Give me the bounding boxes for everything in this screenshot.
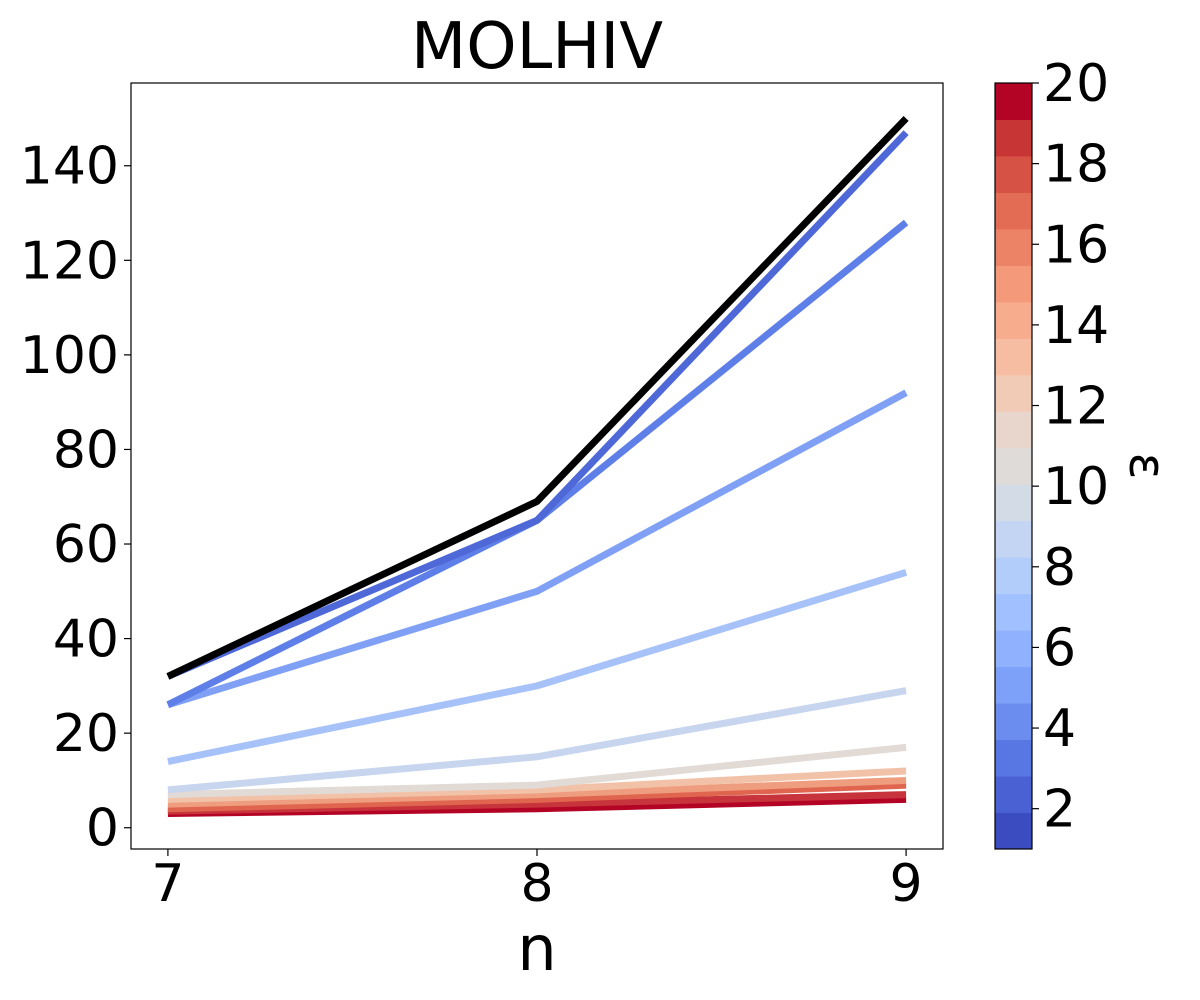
- colorbar-tick-label: 18: [1043, 135, 1109, 195]
- colorbar-segment: [995, 83, 1032, 120]
- colorbar-segment: [995, 411, 1032, 449]
- y-tick-label: 140: [20, 137, 119, 197]
- series-line: [167, 776, 907, 808]
- colorbar-tick-label: 14: [1043, 296, 1109, 356]
- series-line: [167, 781, 907, 813]
- x-axis: 7 8 9: [151, 849, 923, 914]
- colorbar-segment: [995, 447, 1032, 485]
- colorbar-segment: [995, 593, 1032, 631]
- colorbar-segment: [995, 666, 1032, 704]
- colorbar-segment: [995, 301, 1032, 339]
- colorbar-segment: [995, 338, 1032, 376]
- colorbar-frame: [994, 82, 1033, 850]
- colorbar-segment: [995, 484, 1032, 522]
- y-tick-label: 0: [86, 799, 119, 859]
- colorbar-tick-label: 4: [1043, 699, 1076, 759]
- series-line: [167, 767, 907, 803]
- plot-frame: [130, 82, 944, 850]
- series-line: [166, 116, 909, 680]
- y-tick-label: 80: [53, 420, 119, 480]
- series-line: [167, 687, 907, 794]
- series-line: [167, 743, 907, 799]
- colorbar-segment: [995, 192, 1032, 230]
- colorbar-label: ε: [1118, 452, 1176, 479]
- colorbar-segment: [995, 265, 1032, 303]
- colorbar-tick-label: 8: [1043, 538, 1076, 598]
- colorbar-segment: [995, 374, 1032, 412]
- colorbar: 2 4 6 8 10 12 14 16 18 20: [994, 54, 1109, 850]
- colorbar-tick-label: 16: [1043, 215, 1109, 275]
- colorbar-segment: [995, 776, 1032, 814]
- series-line: [166, 389, 908, 709]
- colorbar-tick-label: 2: [1043, 780, 1076, 840]
- y-tick-label: 100: [20, 326, 119, 386]
- colorbar-segment: [995, 155, 1032, 193]
- x-tick-label: 7: [151, 854, 184, 914]
- y-tick-label: 60: [53, 515, 119, 575]
- series-line: [166, 130, 909, 680]
- colorbar-segment: [995, 703, 1032, 741]
- y-tick-label: 40: [53, 610, 119, 670]
- colorbar-segment: [995, 557, 1032, 595]
- colorbar-tick-label: 12: [1043, 377, 1109, 437]
- y-tick-label: 120: [20, 231, 119, 291]
- series-line: [167, 569, 908, 765]
- y-tick-label: 20: [53, 704, 119, 764]
- colorbar-segment: [995, 119, 1032, 157]
- colorbar-segment: [995, 520, 1032, 558]
- chart-title: MOLHIV: [411, 10, 663, 84]
- plot-series-group: [166, 116, 909, 818]
- colorbar-segment: [995, 630, 1032, 668]
- x-axis-label: n: [517, 912, 556, 985]
- colorbar-tick-label: 6: [1043, 618, 1076, 678]
- colorbar-tick-label: 20: [1043, 54, 1109, 114]
- colorbar-segment: [995, 739, 1032, 777]
- colorbar-tick-label: 10: [1043, 457, 1109, 517]
- x-tick-label: 9: [890, 854, 923, 914]
- colorbar-segment: [995, 228, 1032, 266]
- x-tick-label: 8: [520, 854, 553, 914]
- y-axis: 0 20 40 60 80 100 120 140: [20, 137, 131, 859]
- colorbar-segment: [995, 812, 1032, 850]
